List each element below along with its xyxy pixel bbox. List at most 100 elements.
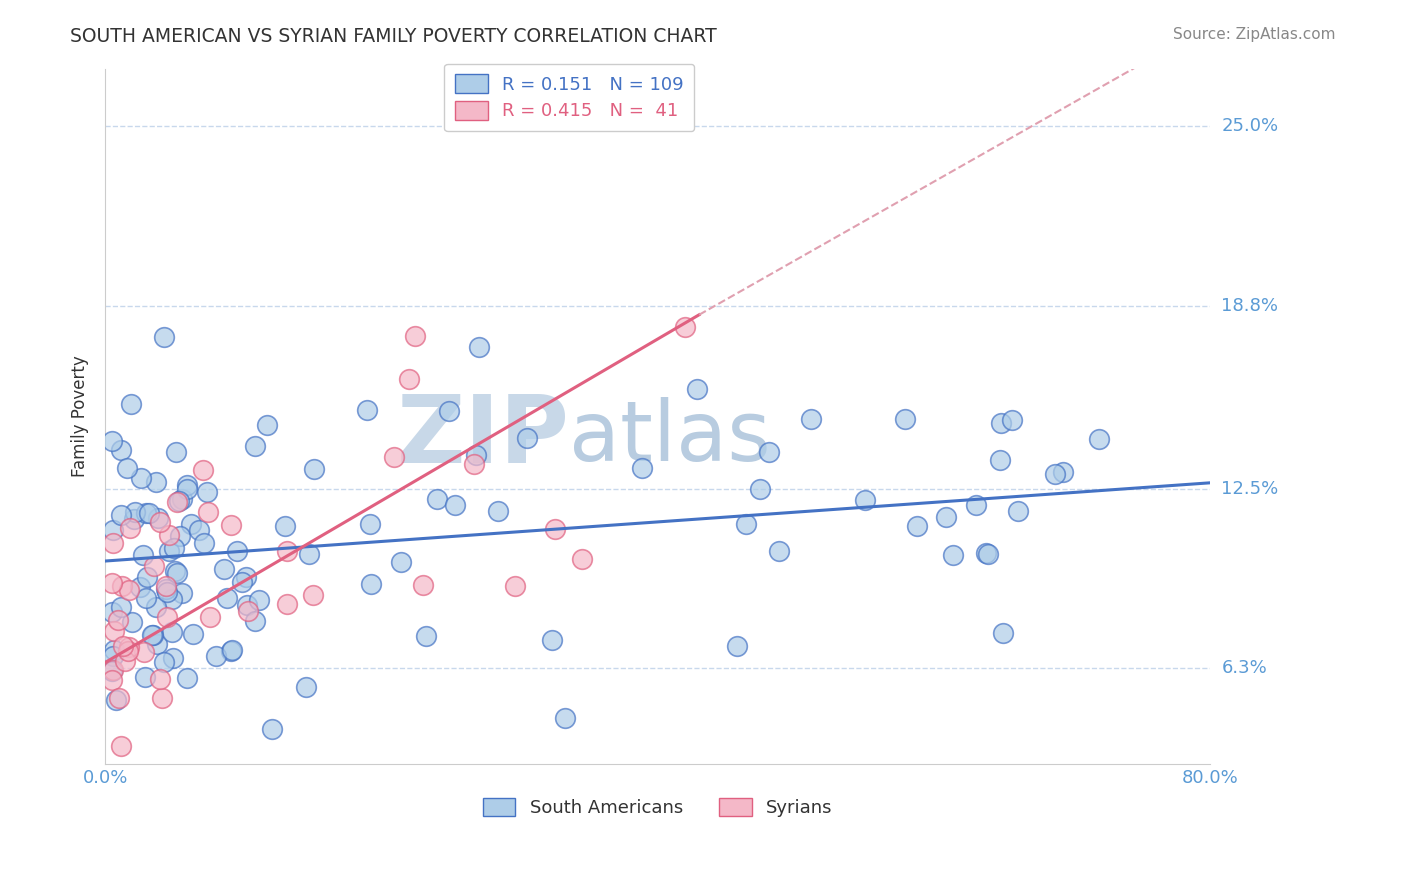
Point [120, 397, 142, 411]
Point [673, 320, 696, 334]
Point [156, 585, 179, 599]
Point [166, 495, 188, 509]
Point [977, 547, 1000, 561]
Point [965, 498, 987, 512]
Text: ZIP: ZIP [396, 391, 569, 483]
Point [360, 577, 382, 591]
Point [101, 434, 124, 449]
Point [256, 418, 278, 433]
Text: 25.0%: 25.0% [1222, 118, 1278, 136]
Point [1052, 466, 1074, 480]
Point [160, 592, 183, 607]
Point [110, 442, 132, 457]
Point [205, 648, 228, 663]
Point [149, 672, 172, 686]
Point [236, 599, 259, 613]
Point [111, 579, 134, 593]
Point [156, 610, 179, 624]
Point [170, 492, 193, 507]
Point [110, 600, 132, 615]
Point [503, 579, 526, 593]
Text: Source: ZipAtlas.com: Source: ZipAtlas.com [1173, 27, 1336, 42]
Point [749, 483, 772, 497]
Point [101, 673, 124, 687]
Point [990, 416, 1012, 430]
Text: 6.3%: 6.3% [1222, 659, 1267, 677]
Point [107, 613, 129, 627]
Point [800, 411, 823, 425]
Point [101, 665, 124, 679]
Point [155, 582, 177, 596]
Point [101, 605, 124, 619]
Point [101, 523, 124, 537]
Point [138, 506, 160, 520]
Point [463, 457, 485, 471]
Point [132, 645, 155, 659]
Point [1001, 412, 1024, 426]
Point [541, 632, 564, 647]
Point [894, 412, 917, 426]
Point [103, 624, 125, 639]
Point [486, 504, 509, 518]
Point [444, 498, 467, 512]
Point [768, 544, 790, 558]
Point [145, 475, 167, 490]
Point [163, 541, 186, 555]
Point [150, 690, 173, 705]
Point [554, 711, 576, 725]
Point [101, 663, 124, 677]
Legend: South Americans, Syrians: South Americans, Syrians [475, 790, 839, 824]
Point [176, 482, 198, 496]
Point [193, 462, 215, 476]
Point [236, 604, 259, 618]
Point [107, 690, 129, 705]
Point [162, 651, 184, 665]
Point [135, 591, 157, 605]
Point [149, 515, 172, 529]
Point [148, 511, 170, 525]
Point [135, 570, 157, 584]
Point [630, 461, 652, 475]
Text: 12.5%: 12.5% [1222, 480, 1278, 498]
Point [103, 648, 125, 663]
Point [176, 478, 198, 492]
Point [725, 639, 748, 653]
Point [398, 371, 420, 385]
Point [110, 508, 132, 522]
Point [166, 566, 188, 581]
Point [425, 491, 447, 506]
Point [110, 739, 132, 753]
Point [153, 329, 176, 343]
Point [1045, 467, 1067, 482]
Point [111, 640, 134, 654]
Point [101, 535, 124, 549]
Point [170, 586, 193, 600]
Point [219, 518, 242, 533]
Point [157, 527, 180, 541]
Point [942, 548, 965, 562]
Point [990, 453, 1012, 467]
Point [103, 643, 125, 657]
Point [115, 460, 138, 475]
Point [122, 512, 145, 526]
Point [160, 625, 183, 640]
Point [544, 522, 567, 536]
Point [686, 382, 709, 396]
Point [734, 516, 756, 531]
Point [274, 519, 297, 533]
Point [117, 644, 139, 658]
Point [114, 654, 136, 668]
Point [262, 722, 284, 736]
Text: atlas: atlas [569, 397, 770, 477]
Point [276, 543, 298, 558]
Point [415, 629, 437, 643]
Point [121, 615, 143, 630]
Point [169, 529, 191, 543]
Point [181, 627, 204, 641]
Point [167, 494, 190, 508]
Point [412, 578, 434, 592]
Point [974, 546, 997, 560]
Point [180, 517, 202, 532]
Point [243, 439, 266, 453]
Point [235, 570, 257, 584]
